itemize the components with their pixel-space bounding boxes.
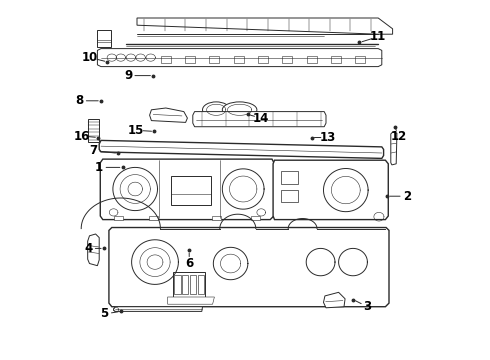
Polygon shape <box>100 159 274 220</box>
Polygon shape <box>109 228 389 307</box>
Bar <box>258 56 268 63</box>
Polygon shape <box>99 140 384 158</box>
Bar <box>212 216 220 220</box>
Text: 10: 10 <box>82 51 98 64</box>
Text: 3: 3 <box>364 300 371 313</box>
Bar <box>98 30 111 47</box>
Polygon shape <box>273 160 388 220</box>
Polygon shape <box>168 297 215 304</box>
Bar <box>198 275 204 294</box>
Bar <box>114 216 122 220</box>
Ellipse shape <box>202 102 230 118</box>
Bar <box>173 272 205 297</box>
Text: 11: 11 <box>370 30 386 43</box>
Bar <box>185 56 195 63</box>
Text: 15: 15 <box>128 124 145 137</box>
Bar <box>234 56 244 63</box>
Text: 14: 14 <box>253 112 270 125</box>
Bar <box>171 176 211 205</box>
Ellipse shape <box>222 102 257 118</box>
Text: 16: 16 <box>74 130 91 143</box>
Polygon shape <box>193 112 326 127</box>
Text: 9: 9 <box>124 69 132 82</box>
Bar <box>331 56 341 63</box>
Text: 5: 5 <box>100 307 109 320</box>
Text: 7: 7 <box>89 144 97 157</box>
Bar <box>281 171 298 184</box>
Bar <box>307 56 317 63</box>
Text: 8: 8 <box>75 94 83 107</box>
Text: 13: 13 <box>319 131 336 144</box>
Polygon shape <box>137 18 392 34</box>
Text: 4: 4 <box>84 242 93 255</box>
Polygon shape <box>323 292 345 308</box>
Polygon shape <box>149 108 187 122</box>
Polygon shape <box>98 49 382 67</box>
Bar <box>355 56 365 63</box>
Text: 6: 6 <box>185 257 194 270</box>
Polygon shape <box>391 132 397 165</box>
Bar <box>88 119 99 142</box>
Bar <box>161 56 171 63</box>
Polygon shape <box>88 234 99 266</box>
Text: 12: 12 <box>391 130 407 143</box>
Text: 2: 2 <box>403 190 411 203</box>
Bar <box>281 190 298 202</box>
Bar <box>251 216 260 220</box>
Bar <box>209 56 220 63</box>
Bar <box>190 275 196 294</box>
Bar <box>149 216 157 220</box>
Text: 1: 1 <box>95 161 103 174</box>
Bar <box>174 275 180 294</box>
Bar <box>182 275 189 294</box>
Polygon shape <box>114 307 202 311</box>
Bar <box>282 56 293 63</box>
